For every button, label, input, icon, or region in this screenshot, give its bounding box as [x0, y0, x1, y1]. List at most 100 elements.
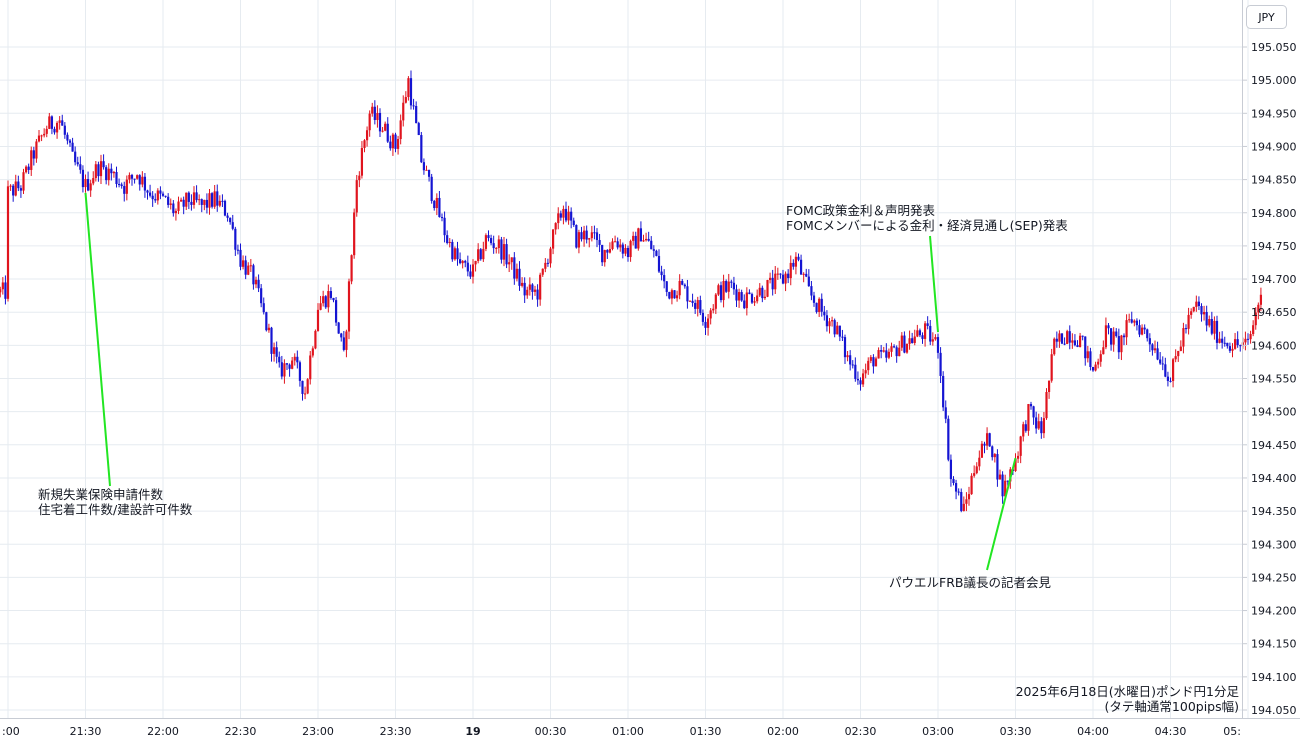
candle-body: [1102, 347, 1105, 355]
candle-body: [141, 176, 144, 185]
time-tick-label: 01:00: [612, 725, 644, 738]
candle-body: [1140, 327, 1144, 335]
candle-body: [621, 244, 624, 254]
candle-body: [753, 301, 756, 303]
candle-body: [691, 300, 694, 303]
candle-body: [802, 273, 805, 275]
time-tick-label: 04:30: [1155, 725, 1187, 738]
price-axis[interactable]: 195.050 195.000 194.950 194.900 194.850 194.8…: [1243, 41, 1297, 717]
candle-body: [949, 459, 953, 480]
candle-body: [668, 291, 671, 299]
candle-body: [345, 331, 348, 350]
candle-body: [112, 171, 116, 174]
time-tick-label: 05:: [1223, 725, 1241, 738]
candle-body: [843, 337, 847, 358]
candle-body: [192, 192, 196, 205]
candle-body: [136, 175, 139, 179]
candle-body: [435, 197, 438, 209]
candle-body: [278, 356, 281, 363]
candle-body: [66, 134, 69, 141]
candle-body: [298, 362, 302, 381]
candle-body: [402, 102, 405, 121]
candle-body: [1084, 336, 1087, 359]
price-tick-label: 194.100: [1251, 671, 1297, 684]
candle-body: [549, 248, 552, 264]
candle-body: [373, 106, 376, 120]
candle-body: [1164, 364, 1167, 377]
candle-body: [1200, 306, 1203, 315]
candle-body: [1153, 348, 1157, 351]
candle-body: [1027, 404, 1030, 431]
candle-body: [823, 311, 826, 316]
candle-body: [626, 247, 630, 258]
candle-body: [102, 161, 105, 168]
candle-body: [231, 222, 234, 229]
time-axis[interactable]: :00 21:30 22:00 22:30 23:00 23:30 19 00:30 01:00…: [2, 725, 1241, 738]
time-tick-label: 01:30: [690, 725, 722, 738]
candle-body: [892, 346, 896, 348]
candle-body: [998, 474, 1002, 480]
candle-body: [288, 364, 291, 369]
candle-body: [761, 287, 764, 299]
candle-body: [838, 325, 841, 337]
candle-body: [1133, 320, 1136, 323]
candle-body: [309, 355, 312, 380]
candle-body: [851, 364, 854, 366]
candle-body: [603, 250, 606, 263]
candle-body: [156, 190, 159, 201]
candle-body: [500, 239, 503, 260]
candle-body: [663, 275, 666, 282]
candle-body: [133, 178, 136, 180]
candle-body: [1050, 354, 1053, 381]
candle-body: [389, 141, 392, 149]
candle-body: [1081, 335, 1084, 337]
candle-body: [1182, 328, 1185, 347]
candle-body: [1135, 320, 1139, 326]
candle-body: [105, 167, 108, 181]
candle-body: [378, 112, 382, 132]
candle-body: [1037, 421, 1040, 429]
candle-body: [637, 228, 640, 249]
candle-body: [810, 286, 813, 296]
candle-body: [1004, 480, 1007, 497]
candle-body: [1107, 325, 1110, 329]
candle-body: [464, 260, 467, 263]
candle-body: [1029, 404, 1033, 407]
candle-body: [781, 274, 785, 284]
candle-body: [905, 343, 909, 353]
candle-body: [99, 161, 103, 177]
annotation-label: パウエルFRB議長の記者会見: [889, 575, 1051, 590]
candle-body: [1060, 333, 1064, 344]
candle-body: [1239, 345, 1242, 347]
candle-body: [275, 347, 278, 357]
candle-body: [611, 241, 614, 250]
candle-body: [337, 322, 340, 334]
candle-body: [1252, 325, 1255, 335]
candle-body: [195, 192, 198, 201]
caption-line-1: 2025年6月18日(水曜日)ポンド円1分足: [1016, 684, 1240, 699]
annotation-leader-line: [84, 192, 111, 487]
candle-body: [319, 303, 322, 310]
candle-body: [1169, 380, 1172, 382]
candle-body: [74, 151, 77, 163]
candle-body: [430, 176, 433, 201]
candle-body: [198, 199, 201, 201]
candle-body: [644, 238, 648, 241]
candle-body: [849, 355, 852, 365]
candle-body: [1223, 342, 1226, 344]
candle-body: [595, 232, 599, 241]
candle-body: [988, 433, 991, 447]
candle-body: [265, 312, 268, 331]
candle-body: [1208, 318, 1211, 326]
candle-body: [306, 379, 309, 394]
candle-body: [448, 241, 451, 243]
candle-body: [451, 241, 454, 260]
candle-body: [805, 273, 808, 277]
annotation-label: FOMC政策金利＆声明発表: [786, 203, 936, 218]
candle-body: [216, 191, 219, 206]
candle-body: [314, 330, 317, 349]
candle-body: [709, 310, 712, 319]
time-tick-label: :00: [2, 725, 20, 738]
